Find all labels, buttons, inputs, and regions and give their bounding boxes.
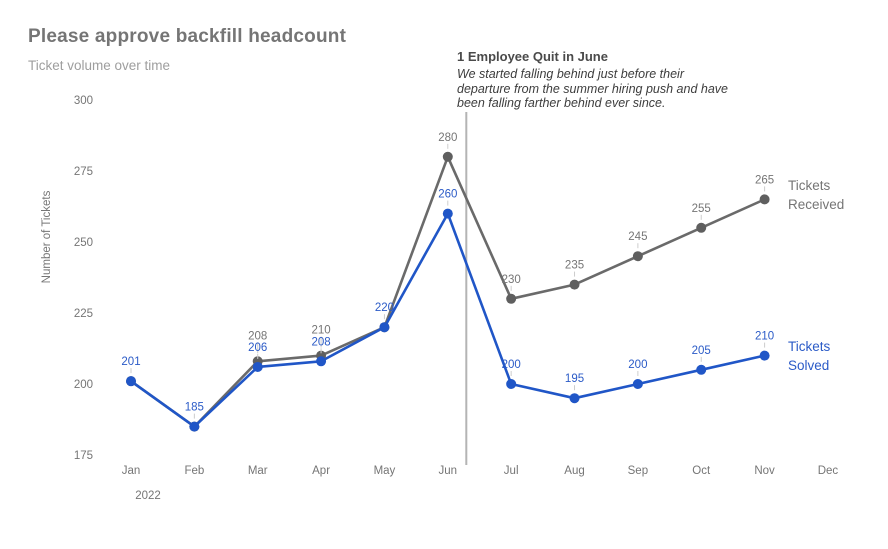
x-axis-tick: Jan (122, 465, 141, 477)
data-label-received: 265 (755, 174, 774, 186)
x-axis-tick: Oct (692, 465, 711, 477)
data-point-received (632, 251, 643, 262)
x-axis-tick: Sep (628, 465, 648, 477)
data-label-solved: 200 (628, 359, 647, 371)
data-point-solved (379, 322, 390, 333)
data-label-solved: 208 (311, 336, 330, 348)
y-axis-tick: 250 (74, 237, 93, 249)
data-label-received: 280 (438, 132, 457, 144)
x-axis-tick: Feb (184, 465, 204, 477)
y-axis-tick: 200 (74, 379, 93, 391)
data-point-solved (569, 393, 580, 404)
data-point-solved (126, 376, 136, 387)
data-label-solved: 220 (375, 302, 394, 314)
page-title: Please approve backfill headcount (28, 26, 347, 47)
data-label-solved: 200 (502, 359, 521, 371)
data-point-received (506, 293, 517, 304)
data-label-received: 245 (628, 231, 647, 243)
data-point-solved (189, 421, 200, 432)
data-label-received: 235 (565, 260, 584, 272)
data-point-solved (506, 379, 517, 389)
series-label-line: Received (788, 196, 845, 212)
x-axis-tick: Jul (504, 465, 519, 477)
data-point-received (442, 151, 453, 162)
y-axis-tick: 275 (74, 166, 93, 178)
data-label-received: 230 (502, 274, 521, 286)
y-axis-tick: 225 (74, 308, 93, 320)
data-point-solved (252, 361, 263, 372)
data-label-solved: 185 (185, 402, 204, 414)
annotation-heading: 1 Employee Quit in June (457, 49, 608, 64)
data-point-received (696, 222, 707, 233)
x-axis-tick: Mar (248, 465, 268, 477)
series-label-line: Tickets (788, 339, 831, 354)
data-label-solved: 205 (692, 345, 711, 357)
x-axis-tick: Apr (312, 465, 330, 477)
series-label-line: Solved (788, 357, 830, 373)
data-point-solved (442, 208, 453, 219)
data-label-solved: 201 (121, 356, 140, 368)
data-point-solved (759, 350, 770, 361)
data-point-received (759, 194, 770, 205)
data-point-solved (316, 356, 327, 367)
x-axis-tick: Dec (818, 465, 839, 477)
data-point-received (569, 279, 580, 290)
annotation-body-line: been falling farther behind ever since. (457, 96, 666, 110)
series-label-tickets-received: Tickets Received (788, 177, 844, 214)
annotation-body-line: departure from the summer hiring push an… (457, 81, 728, 96)
data-label-received: 208 (248, 330, 267, 342)
annotation-block: 1 Employee Quit in June We started falli… (457, 49, 757, 111)
chart-subtitle: Ticket volume over time (28, 58, 171, 73)
data-label-received: 210 (311, 325, 330, 337)
x-axis-tick: May (374, 465, 396, 477)
data-label-solved: 206 (248, 342, 267, 354)
y-axis-tick: 175 (74, 450, 93, 462)
y-axis-tick: 300 (74, 95, 93, 107)
data-label-solved: 210 (755, 331, 774, 343)
data-point-solved (696, 364, 707, 375)
x-axis-tick: Nov (754, 465, 775, 477)
data-label-solved: 260 (438, 189, 457, 201)
x-axis-tick: Aug (564, 465, 584, 477)
series-label-line: Tickets (788, 178, 831, 193)
x-axis-year-label: 2022 (135, 490, 161, 502)
x-axis-tick: Jun (439, 465, 458, 477)
data-label-received: 255 (692, 203, 711, 215)
data-label-solved: 195 (565, 373, 584, 385)
annotation-body-line: We started falling behind just before th… (457, 67, 684, 81)
series-label-tickets-solved: Tickets Solved (788, 338, 830, 375)
data-point-solved (632, 379, 643, 389)
